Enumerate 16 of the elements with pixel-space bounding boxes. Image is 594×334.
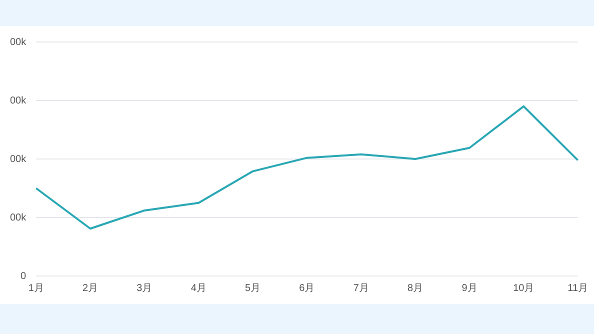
x-tick-label: 11月 [568,282,588,294]
x-tick-label: 8月 [408,282,424,294]
x-tick-label: 6月 [299,282,315,294]
y-tick-label: 0 [20,270,27,282]
x-tick-label: 10月 [513,282,534,294]
x-tick-label: 5月 [245,282,261,294]
y-tick-label: 00k [10,36,28,48]
y-tick-label: 00k [10,95,28,106]
x-tick-label: 9月 [462,282,478,294]
x-tick-label: 1月 [28,282,44,294]
y-tick-label: 00k [10,154,28,165]
x-tick-label: 7月 [353,282,369,294]
x-tick-label: 4月 [190,282,206,294]
y-tick-label: 00k [10,212,28,224]
x-tick-label: 2月 [82,282,98,294]
x-tick-label: 3月 [136,282,152,294]
